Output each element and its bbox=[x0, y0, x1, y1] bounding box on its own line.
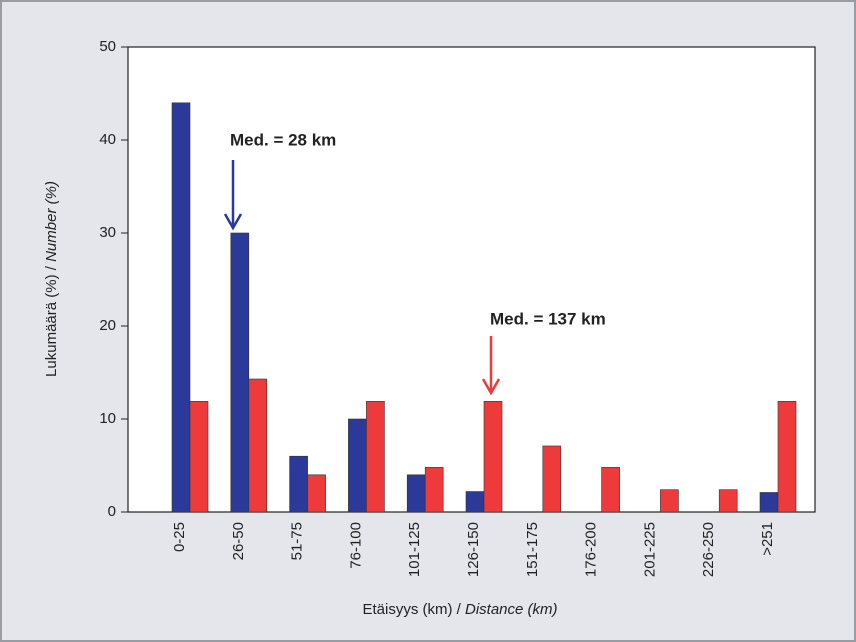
bar bbox=[759, 492, 779, 513]
x-tick-label: 176-200 bbox=[583, 522, 600, 577]
bar bbox=[366, 401, 385, 513]
y-axis-label: Lukumäärä (%) / Number (%) bbox=[43, 181, 60, 377]
y-tick-label: 50 bbox=[99, 38, 116, 55]
bar bbox=[189, 401, 209, 513]
y-tick-label: 10 bbox=[99, 410, 116, 427]
x-tick-label: 151-175 bbox=[524, 522, 541, 577]
bar bbox=[348, 418, 367, 513]
bar bbox=[248, 378, 268, 513]
x-tick-label: 101-125 bbox=[406, 522, 423, 577]
annotation-arrowhead bbox=[223, 213, 243, 231]
bar bbox=[718, 489, 738, 513]
bar bbox=[660, 489, 679, 513]
bar bbox=[601, 467, 620, 513]
y-axis-label-italic: Number (%) bbox=[43, 181, 60, 262]
bar bbox=[483, 401, 503, 513]
annotation: Med. = 28 km bbox=[230, 130, 336, 149]
bar bbox=[289, 455, 308, 513]
annotation-arrowhead bbox=[481, 378, 501, 396]
x-tick-label: 226-250 bbox=[700, 522, 717, 577]
x-tick-label: >251 bbox=[759, 522, 776, 556]
x-axis-label: Etäisyys (km) / Distance (km) bbox=[362, 601, 557, 618]
x-tick-label: 201-225 bbox=[641, 522, 658, 577]
x-tick-label: 126-150 bbox=[465, 522, 482, 577]
x-axis-label-italic: Distance (km) bbox=[465, 601, 558, 618]
y-tick-label: 20 bbox=[99, 317, 116, 334]
bar bbox=[542, 445, 562, 513]
x-tick-label: 26-50 bbox=[230, 522, 247, 560]
y-tick-label: 40 bbox=[99, 131, 116, 148]
x-tick-label: 51-75 bbox=[289, 522, 306, 560]
bar bbox=[406, 474, 426, 513]
y-tick-label: 30 bbox=[99, 224, 116, 241]
bar bbox=[424, 467, 444, 513]
x-tick-label: 0-25 bbox=[171, 522, 188, 552]
bar bbox=[230, 232, 250, 513]
y-axis-label-text: Lukumäärä (%) / bbox=[43, 262, 60, 377]
y-tick-label: 0 bbox=[108, 503, 116, 520]
x-tick-label: 76-100 bbox=[347, 522, 364, 569]
bar bbox=[171, 102, 191, 513]
bar bbox=[465, 491, 485, 513]
annotation: Med. = 137 km bbox=[490, 309, 606, 328]
bar bbox=[777, 401, 797, 513]
bar bbox=[307, 474, 326, 513]
x-axis-label-text: Etäisyys (km) / bbox=[362, 601, 465, 618]
